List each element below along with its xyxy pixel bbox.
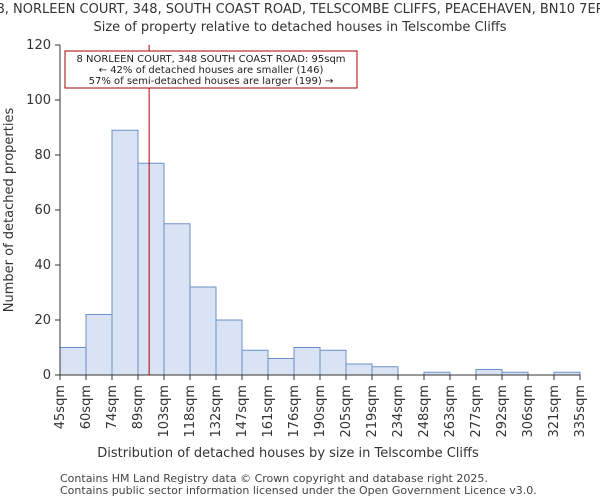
x-tick-label: 277sqm <box>469 385 484 438</box>
y-tick-label: 120 <box>26 38 51 53</box>
x-tick-label: 176sqm <box>287 385 302 438</box>
x-axis-label: Distribution of detached houses by size … <box>97 446 479 461</box>
x-tick-label: 161sqm <box>261 385 276 438</box>
x-tick-label: 132sqm <box>209 385 224 438</box>
x-tick-label: 263sqm <box>443 385 458 438</box>
annotation-box: 8 NORLEEN COURT, 348 SOUTH COAST ROAD: 9… <box>64 50 358 89</box>
bar-74sqm <box>111 129 139 376</box>
bar-219sqm <box>371 366 399 376</box>
x-tick-label: 306sqm <box>521 385 536 438</box>
x-tick-label: 147sqm <box>235 385 250 438</box>
x-tick-label: 60sqm <box>79 385 94 429</box>
y-tick-label: 60 <box>34 203 51 218</box>
y-tick-label: 0 <box>43 368 51 383</box>
y-axis-label: Number of detached properties <box>2 108 17 313</box>
y-tick-label: 40 <box>34 258 51 273</box>
annotation-line-3: 57% of semi-detached houses are larger (… <box>89 76 334 87</box>
x-tick-label: 321sqm <box>547 385 562 438</box>
bar-147sqm <box>241 349 269 376</box>
annotation-line-2: ← 42% of detached houses are smaller (14… <box>99 65 324 76</box>
y-tick-label: 100 <box>26 93 51 108</box>
bar-176sqm <box>293 347 321 376</box>
x-tick-label: 335sqm <box>573 385 588 438</box>
bar-161sqm <box>267 358 295 376</box>
x-tick-label: 118sqm <box>183 385 198 438</box>
y-tick-label: 80 <box>34 148 51 163</box>
bar-132sqm <box>215 319 243 376</box>
bar-205sqm <box>345 363 373 376</box>
x-tick-label: 89sqm <box>131 385 146 429</box>
x-tick-label: 45sqm <box>53 385 68 429</box>
x-tick-label: 234sqm <box>391 385 406 438</box>
footer-line-2: Contains public sector information licen… <box>60 484 537 497</box>
x-tick-label: 74sqm <box>105 385 120 429</box>
x-tick-label: 248sqm <box>417 385 432 438</box>
chart-title-wrap: 8, NORLEEN COURT, 348, SOUTH COAST ROAD,… <box>0 0 600 18</box>
x-tick-label: 190sqm <box>313 385 328 438</box>
x-tick-label: 103sqm <box>157 385 172 438</box>
chart-title: 8, NORLEEN COURT, 348, SOUTH COAST ROAD,… <box>0 2 600 17</box>
bar-60sqm <box>85 314 113 376</box>
bar-103sqm <box>163 223 191 376</box>
bar-190sqm <box>319 349 347 376</box>
x-tick-label: 205sqm <box>339 385 354 438</box>
footer-line-1: Contains HM Land Registry data © Crown c… <box>60 472 488 485</box>
bar-118sqm <box>189 286 217 376</box>
annotation-line-1: 8 NORLEEN COURT, 348 SOUTH COAST ROAD: 9… <box>76 54 345 65</box>
bar-89sqm <box>137 162 165 376</box>
bar-277sqm <box>475 369 503 376</box>
bar-45sqm <box>59 347 87 376</box>
x-tick-label: 219sqm <box>365 385 380 438</box>
chart-subtitle: Size of property relative to detached ho… <box>93 20 507 35</box>
y-tick-label: 20 <box>34 313 51 328</box>
x-tick-label: 292sqm <box>495 385 510 438</box>
